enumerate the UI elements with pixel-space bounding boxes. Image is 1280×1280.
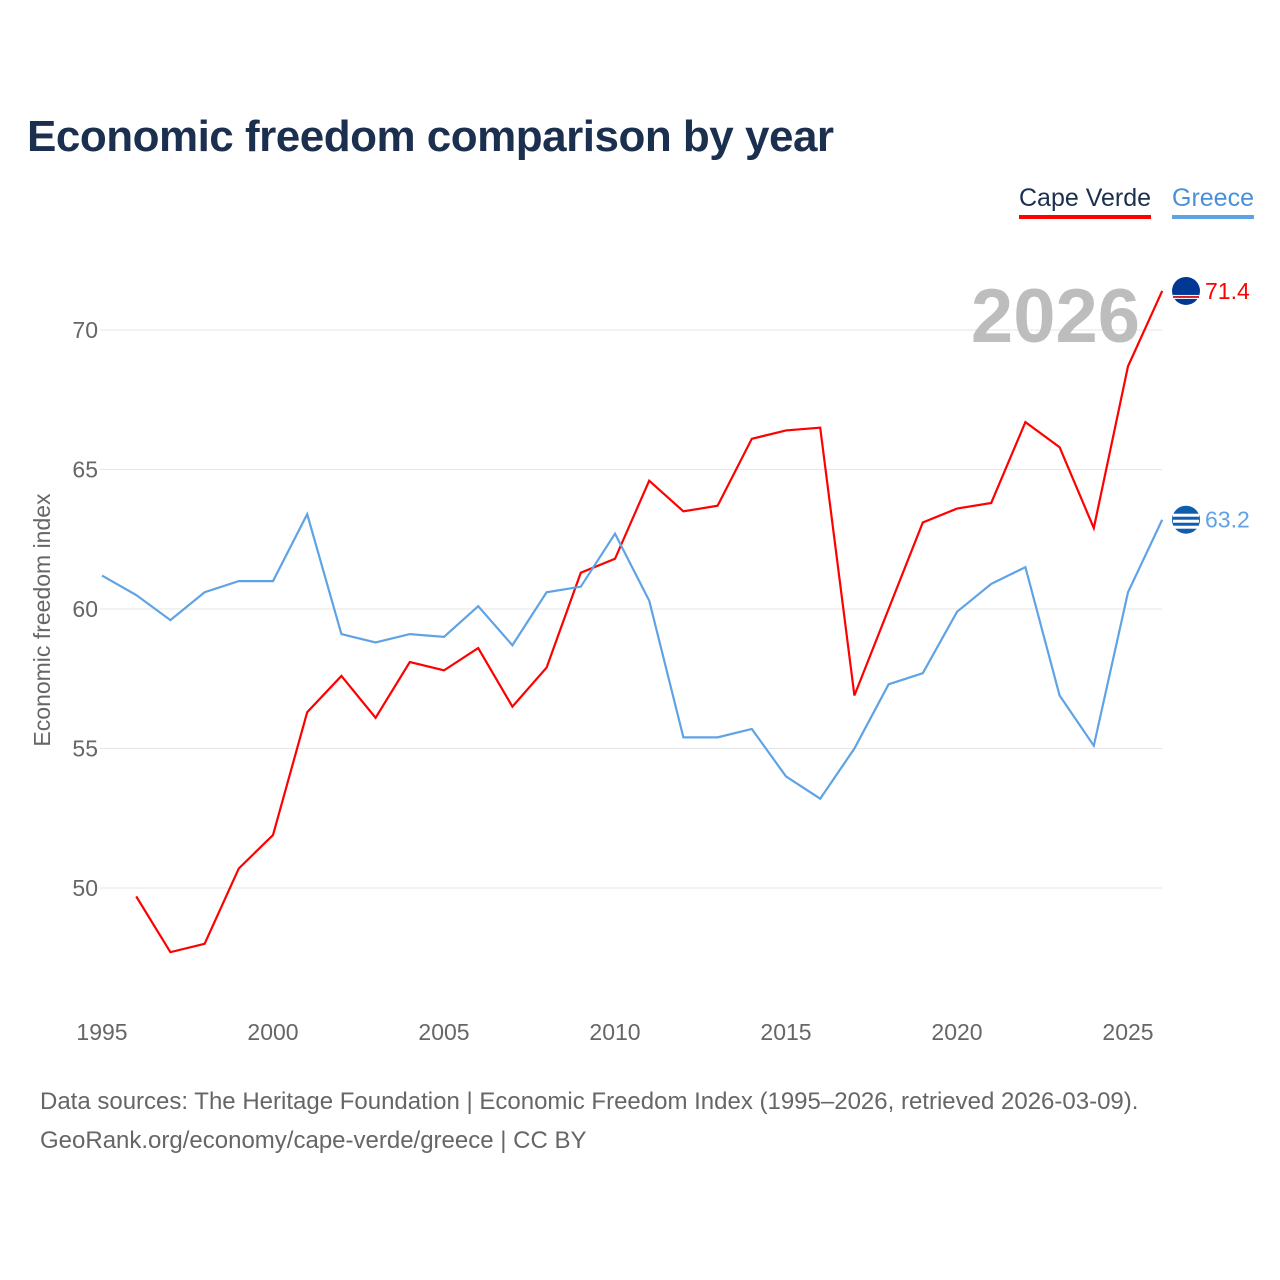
y-tick-label: 55 — [72, 736, 98, 762]
x-tick-label: 2025 — [1102, 1019, 1153, 1045]
chart-title: Economic freedom comparison by year — [27, 112, 834, 161]
legend-cape-verde[interactable]: Cape Verde — [1019, 184, 1152, 219]
end-value-label: 63.2 — [1205, 507, 1250, 533]
x-tick-label: 2005 — [418, 1019, 469, 1045]
y-tick-label: 60 — [72, 596, 98, 622]
end-value-label: 71.4 — [1205, 278, 1250, 304]
y-tick-label: 65 — [72, 457, 98, 483]
flag-stripe — [1173, 519, 1199, 523]
flag-icon — [1172, 276, 1200, 305]
legend-greece[interactable]: Greece — [1172, 184, 1254, 219]
flag-stripe — [1173, 525, 1199, 529]
y-axis-label: Economic freedom index — [29, 493, 55, 747]
x-tick-label: 2010 — [589, 1019, 640, 1045]
y-tick-label: 50 — [72, 875, 98, 901]
series-line-cape-verde — [135, 290, 1164, 954]
flag-stripe — [1173, 295, 1199, 298]
source-line-2[interactable]: GeoRank.org/economy/cape-verde/greece | … — [40, 1127, 587, 1154]
flag-stripe — [1173, 513, 1199, 517]
series-line-greece — [101, 511, 1164, 801]
x-tick-label: 2015 — [760, 1019, 811, 1045]
x-tick-label: 1995 — [76, 1019, 127, 1045]
source-line-1: Data sources: The Heritage Foundation | … — [40, 1088, 1139, 1115]
x-tick-label: 2020 — [931, 1019, 982, 1045]
y-tick-label: 70 — [72, 317, 98, 343]
year-watermark: 2026 — [971, 274, 1140, 359]
x-tick-label: 2000 — [247, 1019, 298, 1045]
